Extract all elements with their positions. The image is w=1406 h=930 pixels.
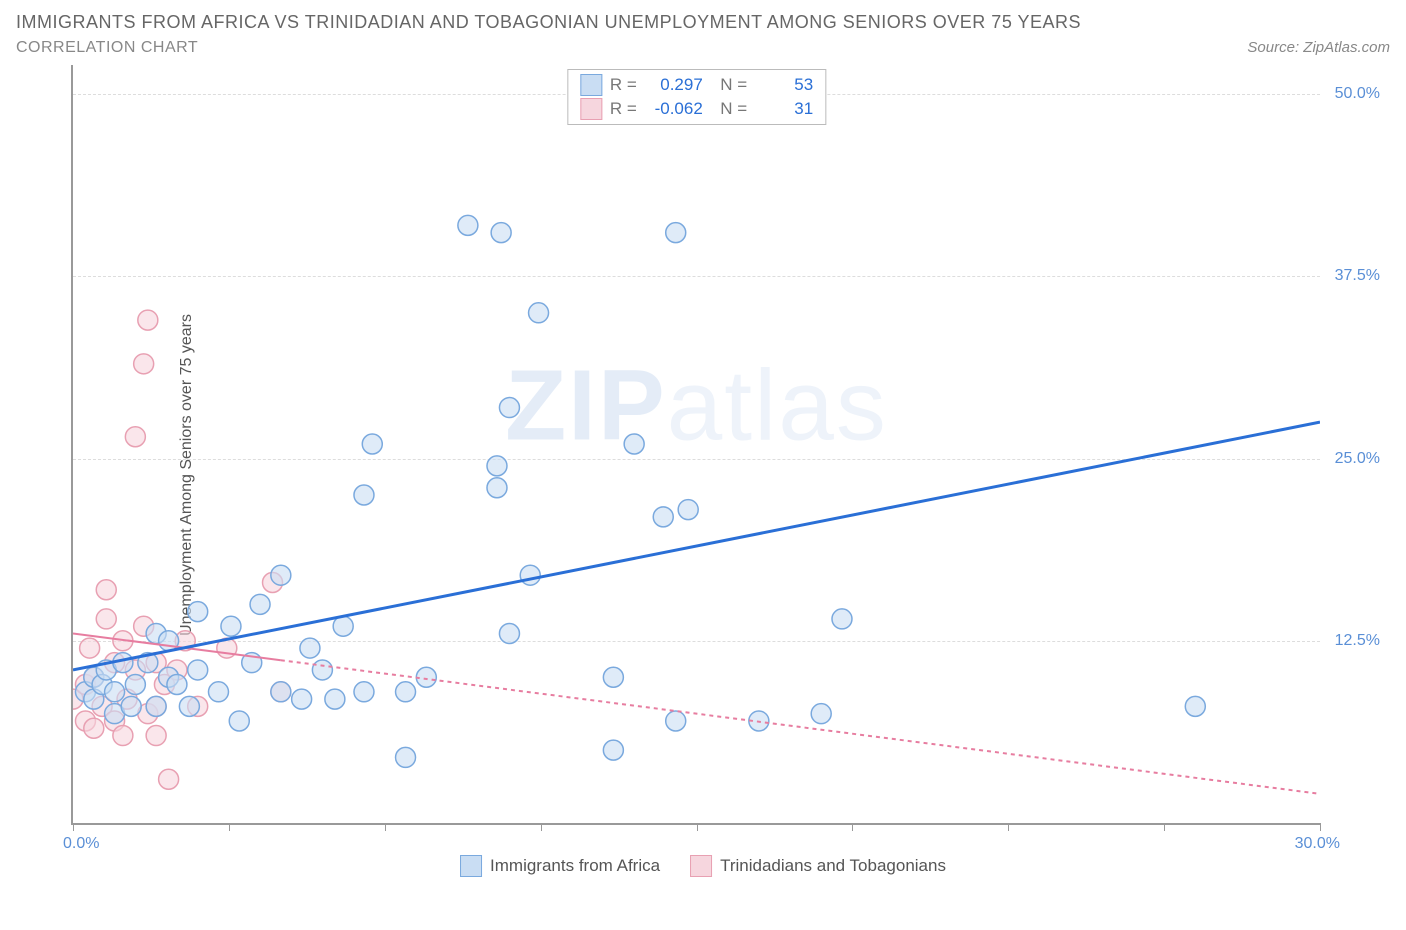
legend-row-africa: R =0.297 N =53 (580, 74, 813, 96)
chart-subtitle: CORRELATION CHART (16, 39, 198, 57)
plot-area: ZIPatlas R =0.297 N =53 R =-0.062 N =31 … (71, 65, 1320, 825)
correlation-legend: R =0.297 N =53 R =-0.062 N =31 (567, 69, 826, 125)
legend-label-trinidad: Trinidadians and Tobagonians (720, 856, 946, 876)
x-axis-min-label: 0.0% (63, 835, 99, 853)
swatch-africa-icon (460, 855, 482, 877)
swatch-africa (580, 74, 602, 96)
x-axis-max-label: 30.0% (1295, 835, 1340, 853)
legend-label-africa: Immigrants from Africa (490, 856, 660, 876)
legend-item-africa: Immigrants from Africa (460, 855, 660, 877)
source-citation: Source: ZipAtlas.com (1247, 39, 1390, 56)
legend-row-trinidad: R =-0.062 N =31 (580, 98, 813, 120)
series-legend: Immigrants from Africa Trinidadians and … (460, 855, 946, 877)
swatch-trinidad-icon (690, 855, 712, 877)
y-tick-label: 25.0% (1335, 450, 1380, 468)
swatch-trinidad (580, 98, 602, 120)
y-tick-label: 12.5% (1335, 632, 1380, 650)
y-tick-label: 37.5% (1335, 267, 1380, 285)
scatter-plot (73, 65, 1320, 823)
legend-item-trinidad: Trinidadians and Tobagonians (690, 855, 946, 877)
chart-title: IMMIGRANTS FROM AFRICA VS TRINIDADIAN AN… (16, 12, 1390, 33)
chart-container: Unemployment Among Seniors over 75 years… (16, 65, 1390, 885)
y-tick-label: 50.0% (1335, 85, 1380, 103)
